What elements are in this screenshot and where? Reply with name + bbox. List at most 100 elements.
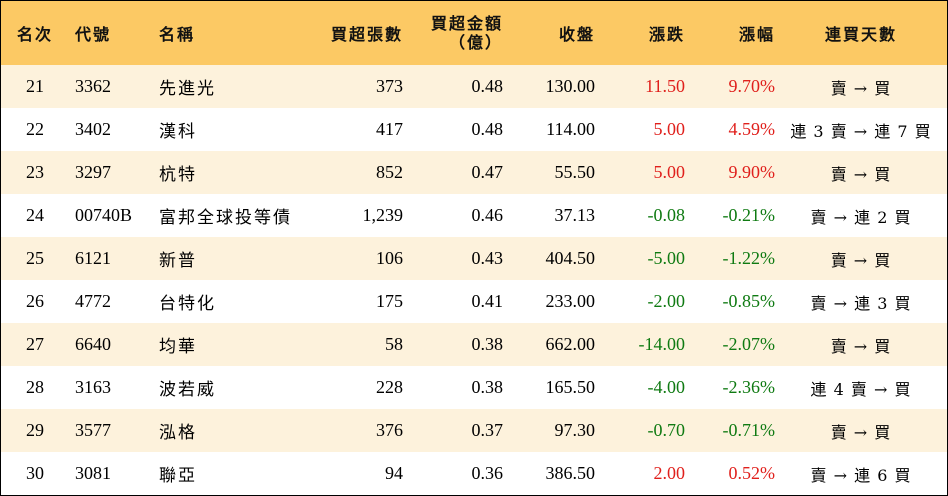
- cell-change: -0.08: [647, 205, 686, 225]
- cell-consecutive-buy-days: 賣 → 買: [830, 78, 892, 98]
- cell-change-pct: -0.71%: [722, 420, 776, 440]
- cell-net-buy-lots: 417: [376, 119, 403, 139]
- cell-close: 386.50: [545, 463, 596, 483]
- table-row: 25 6121 新普 106 0.43 404.50 -5.00 -1.22% 賣 → 買: [1, 237, 947, 280]
- header-net-buy-lots: 買超張數: [330, 25, 403, 44]
- cell-change: -2.00: [647, 291, 686, 311]
- table-row: 27 6640 均華 58 0.38 662.00 -14.00 -2.07% 賣 → 買: [1, 323, 947, 366]
- cell-net-buy-amount: 0.36: [471, 463, 504, 483]
- cell-rank: 28: [26, 377, 44, 397]
- table-header-row: 名次 代號 名稱 買超張數 買超金額 （億） 收盤 漲跌 漲幅 連買天數: [1, 1, 947, 65]
- cell-change-pct: -1.22%: [722, 248, 776, 268]
- cell-net-buy-amount: 0.38: [471, 377, 504, 397]
- header-change-pct: 漲幅: [738, 25, 775, 44]
- cell-name: 先進光: [159, 79, 216, 99]
- cell-code: 3163: [75, 377, 111, 397]
- cell-code: 3362: [75, 76, 111, 96]
- cell-code: 3081: [75, 463, 111, 483]
- cell-net-buy-amount: 0.43: [471, 248, 504, 268]
- cell-close: 233.00: [545, 291, 596, 311]
- cell-net-buy-amount: 0.38: [471, 334, 504, 354]
- header-name: 名稱: [159, 25, 196, 44]
- cell-name: 泓格: [159, 423, 197, 443]
- cell-close: 97.30: [554, 420, 596, 440]
- cell-close: 404.50: [545, 248, 596, 268]
- cell-change: 11.50: [645, 76, 685, 96]
- cell-rank: 30: [26, 463, 44, 483]
- table-row: 22 3402 漢科 417 0.48 114.00 5.00 4.59% 連 3 賣 → 連 …: [1, 108, 947, 151]
- header-change: 漲跌: [648, 25, 685, 44]
- cell-consecutive-buy-days: 賣 → 買: [830, 422, 892, 442]
- cell-name: 波若威: [159, 380, 216, 400]
- cell-change: -0.70: [647, 420, 686, 440]
- cell-consecutive-buy-days: 賣 → 買: [830, 164, 892, 184]
- cell-net-buy-amount: 0.48: [471, 119, 504, 139]
- cell-code: 6121: [75, 248, 111, 268]
- header-net-buy-amount: 買超金額 （億）: [403, 1, 503, 65]
- cell-code: 6640: [75, 334, 111, 354]
- cell-code: 3577: [75, 420, 111, 440]
- cell-net-buy-amount: 0.48: [471, 76, 504, 96]
- cell-change-pct: -2.07%: [722, 334, 776, 354]
- cell-net-buy-amount: 0.47: [471, 162, 504, 182]
- cell-code: 3402: [75, 119, 111, 139]
- table-body: 21 3362 先進光 373 0.48 130.00 11.50 9.70% 賣 → 買 22 3…: [1, 65, 947, 495]
- cell-net-buy-amount: 0.41: [471, 291, 504, 311]
- cell-net-buy-lots: 94: [385, 463, 403, 483]
- cell-change-pct: 9.70%: [728, 76, 776, 96]
- cell-change-pct: -0.21%: [722, 205, 776, 225]
- table-row: 29 3577 泓格 376 0.37 97.30 -0.70 -0.71% 賣 → 買: [1, 409, 947, 452]
- cell-close: 165.50: [545, 377, 596, 397]
- cell-change-pct: 9.90%: [728, 162, 776, 182]
- table-row: 28 3163 波若威 228 0.38 165.50 -4.00 -2.36% 連 4 賣 →…: [1, 366, 947, 409]
- cell-consecutive-buy-days: 賣 → 買: [830, 336, 892, 356]
- cell-name: 新普: [159, 251, 197, 271]
- cell-name: 漢科: [159, 122, 197, 142]
- cell-change: -4.00: [647, 377, 686, 397]
- cell-close: 662.00: [545, 334, 596, 354]
- cell-change-pct: -2.36%: [722, 377, 776, 397]
- cell-name: 台特化: [159, 294, 216, 314]
- cell-name: 富邦全球投等債: [159, 208, 292, 228]
- cell-close: 130.00: [545, 76, 596, 96]
- cell-change-pct: 4.59%: [728, 119, 776, 139]
- cell-change-pct: 0.52%: [728, 463, 776, 483]
- header-consecutive-buy-days: 連買天數: [824, 25, 897, 44]
- cell-code: 00740B: [75, 205, 133, 225]
- cell-name: 聯亞: [159, 466, 197, 486]
- cell-change: -5.00: [647, 248, 686, 268]
- header-amount-line1: 買超金額: [430, 14, 503, 33]
- table-row: 23 3297 杭特 852 0.47 55.50 5.00 9.90% 賣 → 買: [1, 151, 947, 194]
- cell-net-buy-lots: 58: [385, 334, 403, 354]
- cell-net-buy-lots: 175: [376, 291, 403, 311]
- cell-change: 5.00: [653, 162, 686, 182]
- cell-rank: 22: [26, 119, 44, 139]
- header-amount-line2: （億）: [448, 33, 503, 52]
- cell-name: 均華: [159, 337, 197, 357]
- cell-code: 4772: [75, 291, 111, 311]
- cell-net-buy-amount: 0.37: [471, 420, 504, 440]
- cell-change-pct: -0.85%: [722, 291, 776, 311]
- table-row: 30 3081 聯亞 94 0.36 386.50 2.00 0.52% 賣 → 連 6 買: [1, 452, 947, 495]
- table-row: 26 4772 台特化 175 0.41 233.00 -2.00 -0.85% 賣 → 連 3…: [1, 280, 947, 323]
- cell-change: 2.00: [653, 463, 686, 483]
- cell-change: -14.00: [638, 334, 686, 354]
- cell-net-buy-lots: 106: [376, 248, 403, 268]
- cell-net-buy-amount: 0.46: [471, 205, 504, 225]
- cell-close: 114.00: [546, 119, 595, 139]
- cell-rank: 26: [26, 291, 44, 311]
- header-rank: 名次: [16, 25, 53, 44]
- cell-rank: 23: [26, 162, 44, 182]
- cell-rank: 21: [26, 76, 44, 96]
- cell-consecutive-buy-days: 賣 → 連 6 買: [810, 465, 912, 485]
- table-row: 21 3362 先進光 373 0.48 130.00 11.50 9.70% 賣 → 買: [1, 65, 947, 108]
- cell-rank: 24: [26, 205, 44, 225]
- header-close: 收盤: [558, 25, 595, 44]
- cell-change: 5.00: [653, 119, 686, 139]
- cell-net-buy-lots: 1,239: [362, 205, 404, 225]
- cell-close: 37.13: [554, 205, 596, 225]
- cell-consecutive-buy-days: 賣 → 連 3 買: [810, 293, 912, 313]
- cell-consecutive-buy-days: 賣 → 連 2 買: [810, 207, 912, 227]
